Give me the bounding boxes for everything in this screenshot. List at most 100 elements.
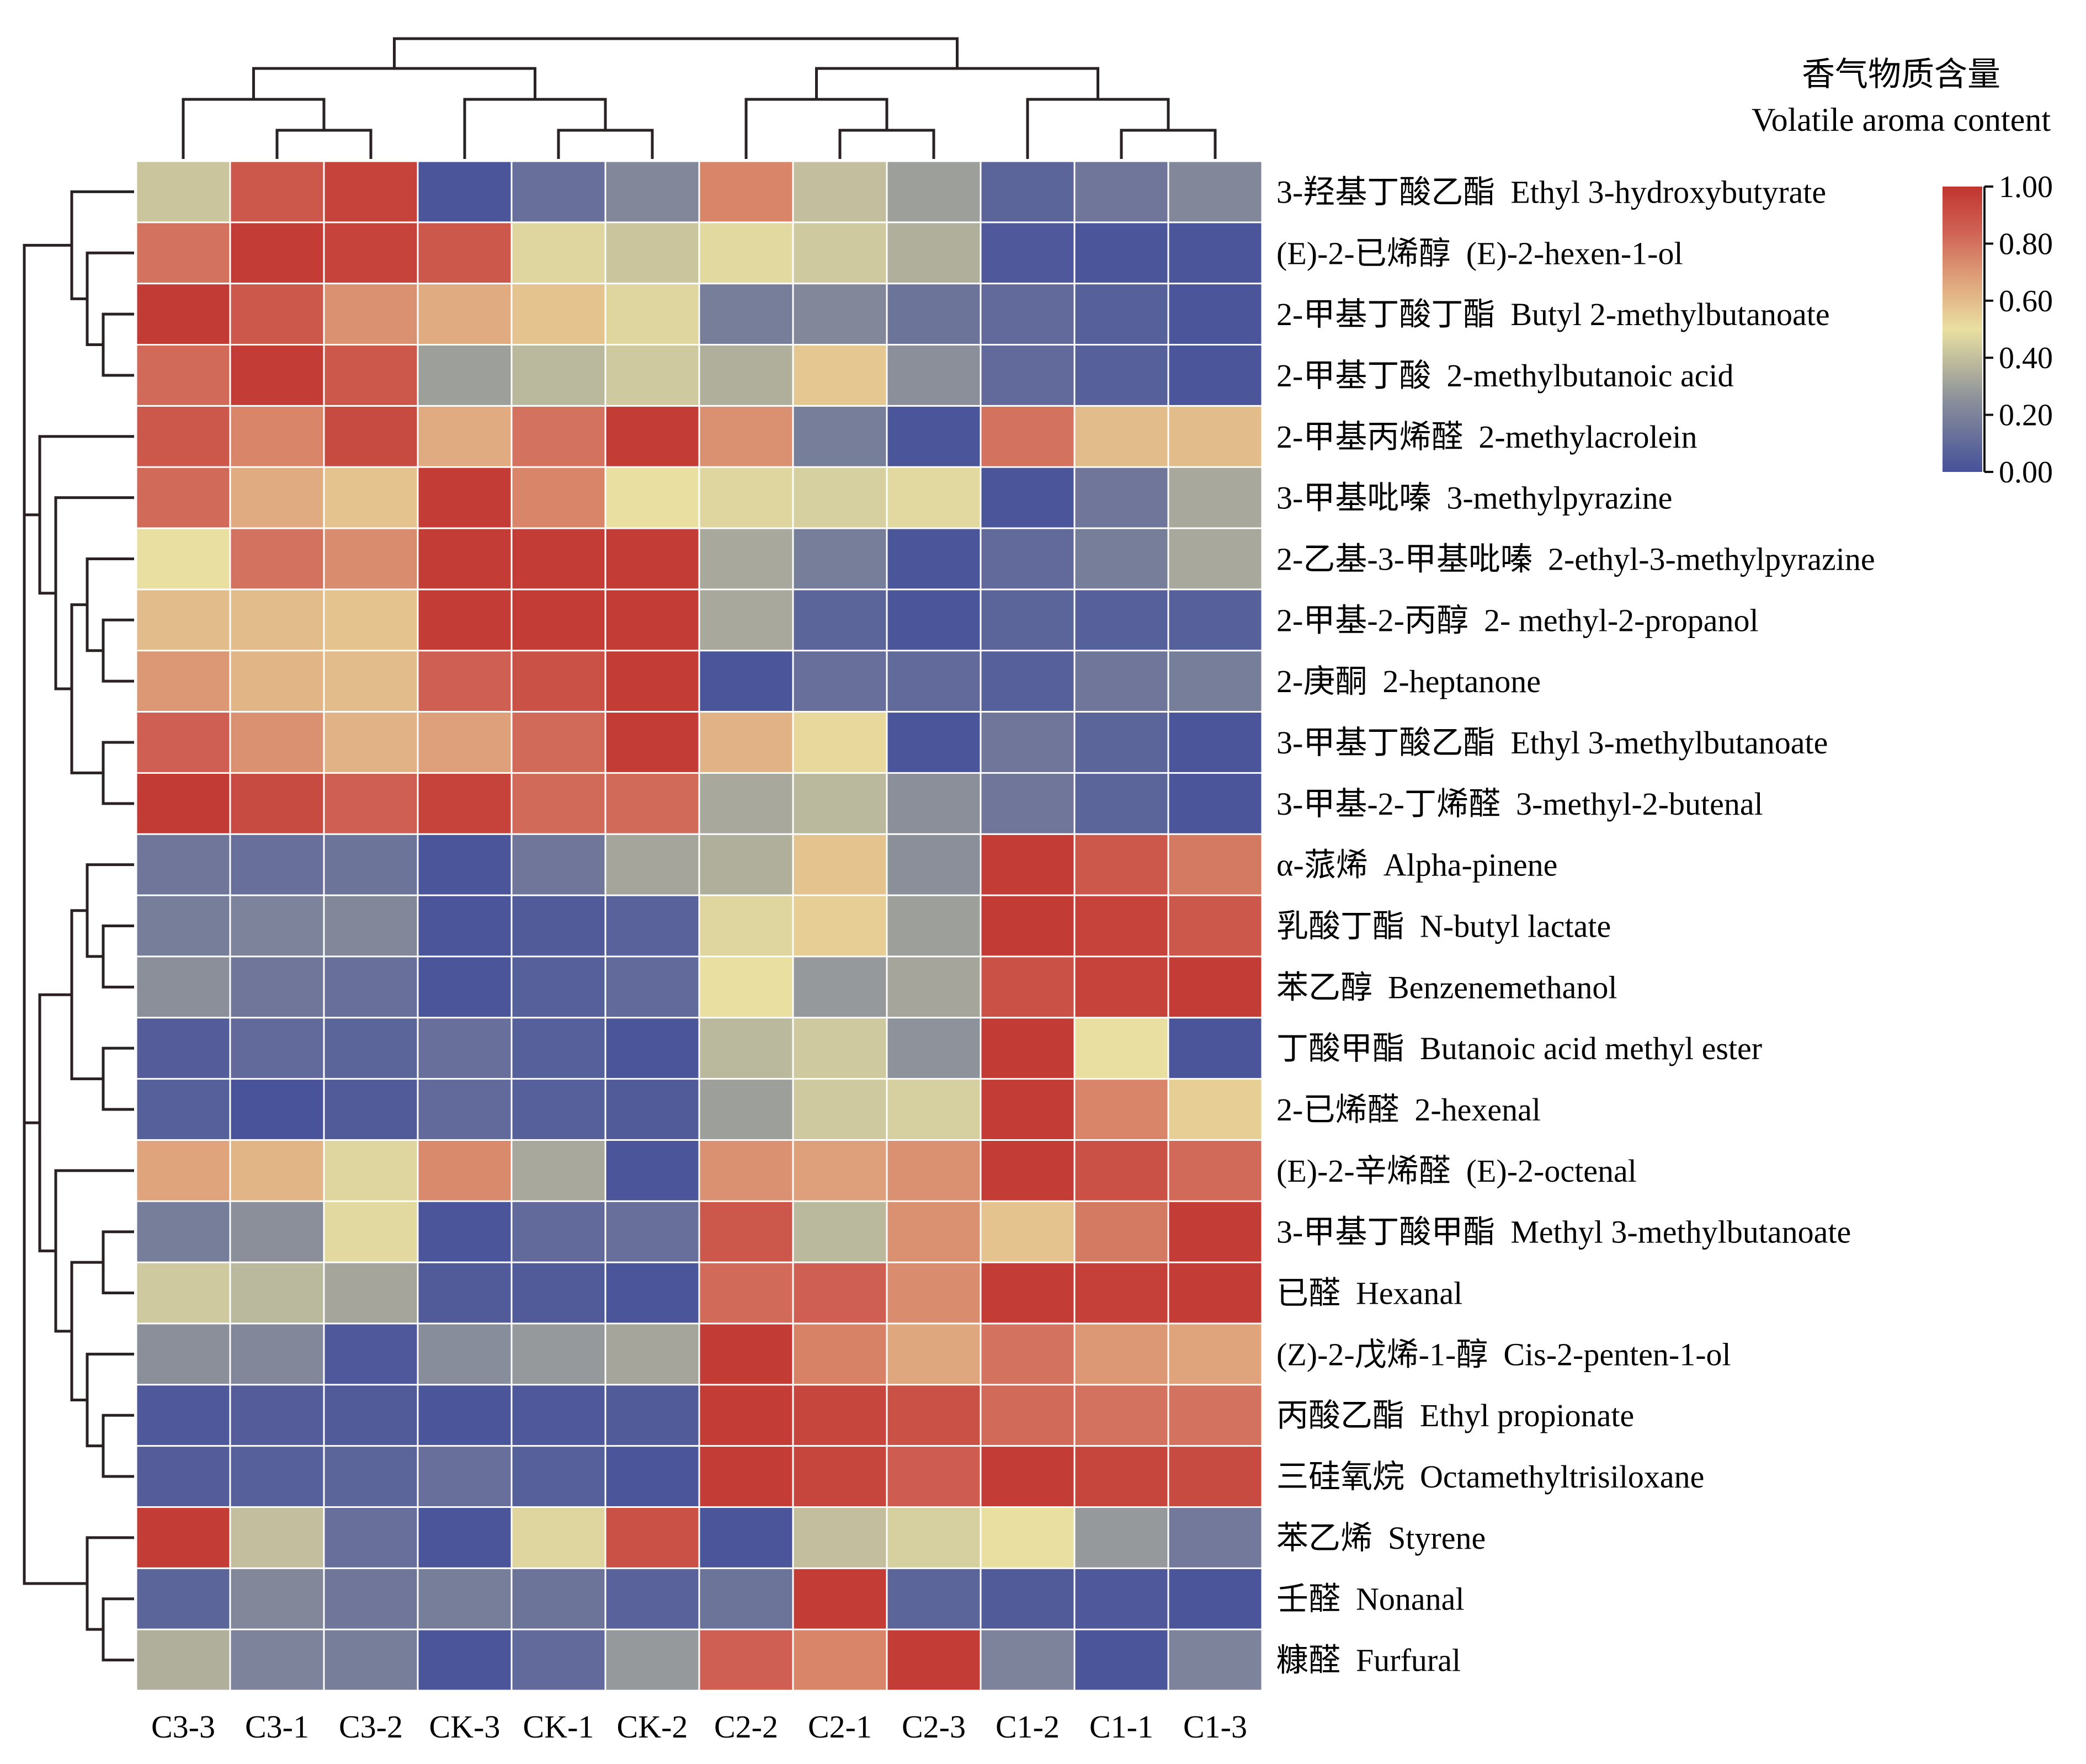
heatmap-cell (981, 1324, 1074, 1384)
heatmap-cell (137, 835, 230, 895)
row-label: (E)-2-辛烯醛 (E)-2-octenal (1276, 1153, 1637, 1189)
heatmap-cell (700, 346, 792, 405)
heatmap-cell (137, 957, 230, 1017)
dendrogram-branch (1120, 129, 1217, 159)
heatmap-cell (231, 406, 323, 466)
heatmap-cell (981, 651, 1074, 711)
heatmap-cell (794, 713, 886, 772)
row-label: 2-甲基丁酸丁酯 Butyl 2-methylbutanoate (1276, 296, 1830, 332)
row-label: 已醛 Hexanal (1276, 1276, 1462, 1311)
heatmap-cell (887, 529, 980, 589)
heatmap-cell (137, 1018, 230, 1078)
heatmap-cell (231, 896, 323, 956)
heatmap-cell (1075, 1447, 1168, 1506)
heatmap-cell (1169, 1140, 1262, 1200)
heatmap-cell (324, 773, 417, 833)
heatmap-cell (981, 1080, 1074, 1139)
row-dendrogram (23, 190, 134, 1662)
heatmap-cell (418, 467, 511, 528)
heatmap-cell (324, 162, 417, 222)
heatmap-cell (418, 1202, 511, 1262)
heatmap-cell (1075, 1507, 1168, 1568)
heatmap-cell (606, 223, 699, 283)
row-label: 2-乙基-3-甲基吡嗪 2-ethyl-3-methylpyrazine (1276, 541, 1875, 577)
heatmap-cell (324, 957, 417, 1017)
row-label: 三硅氧烷 Octamethyltrisiloxane (1276, 1459, 1704, 1495)
dendrogram-branch (275, 129, 372, 159)
dendrogram-branch (252, 67, 536, 99)
heatmap-cell (1075, 773, 1168, 833)
column-label: C2-2 (714, 1709, 778, 1745)
heatmap-cell (231, 835, 323, 895)
heatmap-cell (324, 1140, 417, 1200)
heatmap-cell (137, 1324, 230, 1384)
heatmap-cell (606, 162, 699, 222)
heatmap-cell (794, 835, 886, 895)
heatmap-cell (137, 529, 230, 589)
heatmap-cell (137, 223, 230, 283)
dendrogram-branch (102, 312, 134, 377)
heatmap-cell (231, 1447, 323, 1506)
dendrogram-branch (815, 67, 1099, 99)
heatmap-cell (1169, 162, 1262, 222)
colorbar-tick-label: 0.60 (1999, 284, 2053, 318)
row-label-en: (E)-2-octenal (1466, 1153, 1637, 1189)
heatmap-cell (231, 1080, 323, 1139)
row-label-cn: 2-甲基丁酸 (1276, 358, 1431, 394)
dendrogram-branch (557, 129, 654, 159)
row-label: α-蒎烯 Alpha-pinene (1276, 847, 1557, 883)
color-legend: 香气物质含量 Volatile aroma content 1.00 0.80 0.… (1752, 56, 2053, 490)
heatmap-cell (981, 1447, 1074, 1506)
heatmap-cell (231, 651, 323, 711)
row-label: 糠醛 Furfural (1276, 1643, 1461, 1678)
heatmap-cell (512, 1140, 605, 1200)
row-label-cn: 丙酸乙酯 (1276, 1398, 1404, 1433)
row-label-en: Ethyl 3-methylbutanoate (1510, 725, 1828, 761)
heatmap-cell (137, 896, 230, 956)
heatmap-cell (887, 773, 980, 833)
heatmap-cell (1075, 1630, 1168, 1690)
heatmap-cell (981, 1202, 1074, 1262)
heatmap-cell (418, 1263, 511, 1323)
row-label-en: 2-ethyl-3-methylpyrazine (1548, 541, 1875, 577)
dendrogram-branch (86, 557, 134, 652)
heatmap-cell (981, 896, 1074, 956)
heatmap-cell (700, 1202, 792, 1262)
column-label: CK-3 (429, 1709, 501, 1745)
heatmap-cell (137, 1569, 230, 1629)
heatmap-cell (887, 1385, 980, 1446)
heatmap-cell (887, 284, 980, 344)
heatmap-cell (794, 651, 886, 711)
heatmap-cell (887, 1018, 980, 1078)
heatmap-cell (1075, 835, 1168, 895)
heatmap-cell (700, 1018, 792, 1078)
row-label: 2-已烯醛 2-hexenal (1276, 1092, 1541, 1128)
heatmap-cell (418, 773, 511, 833)
row-label-en: N-butyl lactate (1420, 908, 1611, 944)
heatmap-cell (700, 1263, 792, 1323)
heatmap-cell (418, 590, 511, 650)
dendrogram-branch (54, 496, 134, 690)
heatmap-cell (418, 1507, 511, 1568)
heatmap-cell (418, 1447, 511, 1506)
heatmap-cell (981, 406, 1074, 466)
row-label-en: Ethyl propionate (1420, 1398, 1634, 1433)
heatmap-cells (137, 162, 1262, 1690)
column-label: C1-3 (1183, 1709, 1247, 1745)
heatmap-cell (231, 590, 323, 650)
heatmap-cell (700, 1385, 792, 1446)
heatmap-cell (231, 223, 323, 283)
heatmap-cell (1075, 162, 1168, 222)
heatmap-cell (512, 1080, 605, 1139)
heatmap-cell (512, 529, 605, 589)
heatmap-cell (794, 1569, 886, 1629)
heatmap-cell (887, 406, 980, 466)
heatmap-cell (1169, 1569, 1262, 1629)
heatmap-cell (794, 223, 886, 283)
heatmap-cell (1169, 1263, 1262, 1323)
heatmap-cell (606, 1080, 699, 1139)
heatmap-cell (137, 773, 230, 833)
heatmap-cell (418, 1385, 511, 1446)
row-label-en: (E)-2-hexen-1-ol (1466, 235, 1683, 271)
